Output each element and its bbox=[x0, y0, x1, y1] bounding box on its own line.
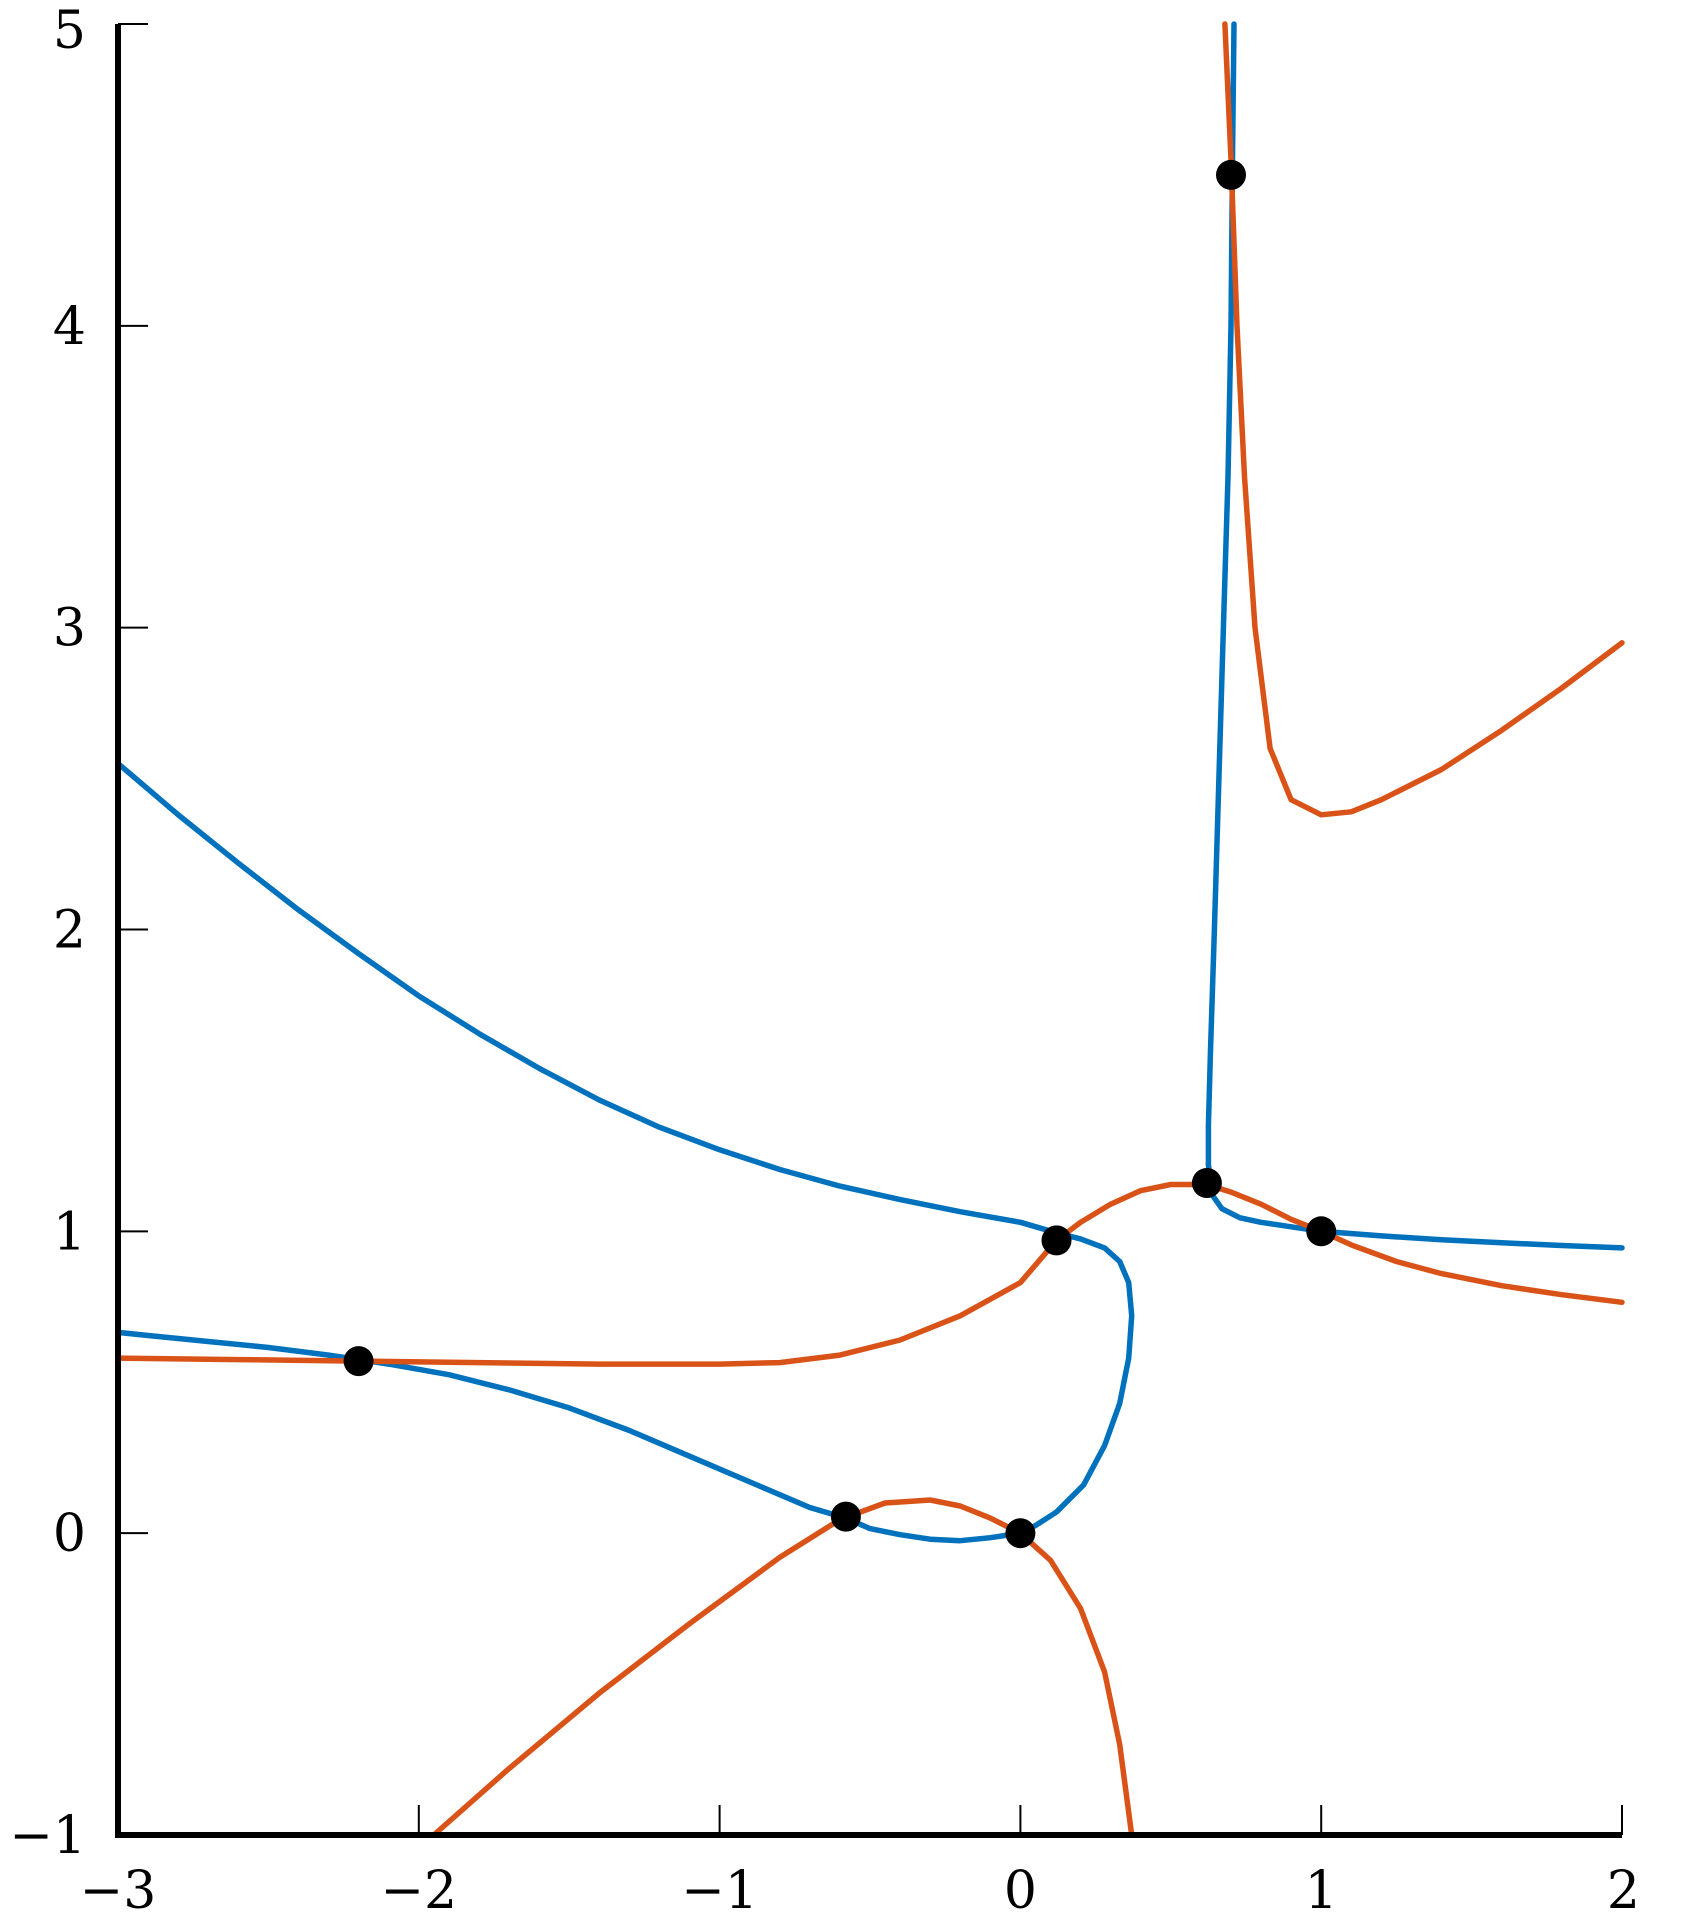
curves-layer bbox=[115, 21, 1625, 1838]
x-tick-label: 0 bbox=[1004, 1861, 1037, 1921]
intersection-point-5 bbox=[1191, 1168, 1222, 1198]
y-ticks: −1 0 1 2 3 4 5 bbox=[9, 1, 148, 1866]
intersection-point-1 bbox=[343, 1346, 374, 1377]
y-tick-label: 5 bbox=[53, 1, 86, 61]
intersection-point-3 bbox=[1005, 1518, 1036, 1549]
x-tick-label: −2 bbox=[380, 1861, 457, 1921]
intersection-point-7 bbox=[1216, 159, 1246, 190]
series-2-curve-3 bbox=[1222, 21, 1625, 818]
series-2-curve-2 bbox=[431, 1497, 1135, 1838]
y-tick-label: 4 bbox=[53, 297, 86, 357]
x-tick-label: 1 bbox=[1305, 1861, 1338, 1921]
intersection-point-2 bbox=[830, 1501, 861, 1532]
series-1-curve-2 bbox=[1205, 21, 1625, 1251]
x-tick-label: 2 bbox=[1607, 1861, 1640, 1921]
y-tick-label: 3 bbox=[53, 599, 86, 659]
x-ticks: −3 −2 −1 0 1 2 bbox=[80, 1805, 1640, 1921]
y-tick-label: −1 bbox=[9, 1806, 86, 1866]
points-layer bbox=[343, 159, 1337, 1549]
x-tick-label: −1 bbox=[681, 1861, 758, 1921]
y-tick-label: 1 bbox=[53, 1202, 86, 1262]
y-tick-label: 0 bbox=[53, 1504, 86, 1564]
intersection-point-4 bbox=[1041, 1225, 1072, 1256]
x-tick-label: −3 bbox=[80, 1861, 157, 1921]
series-2-curve-1 bbox=[115, 1181, 1625, 1367]
axes: −3 −2 −1 0 1 2 −1 0 1 2 3 4 5 bbox=[9, 1, 1640, 1921]
y-tick-label: 2 bbox=[53, 901, 86, 961]
intersection-point-6 bbox=[1306, 1216, 1337, 1247]
series-1-curve-1 bbox=[115, 760, 1135, 1544]
